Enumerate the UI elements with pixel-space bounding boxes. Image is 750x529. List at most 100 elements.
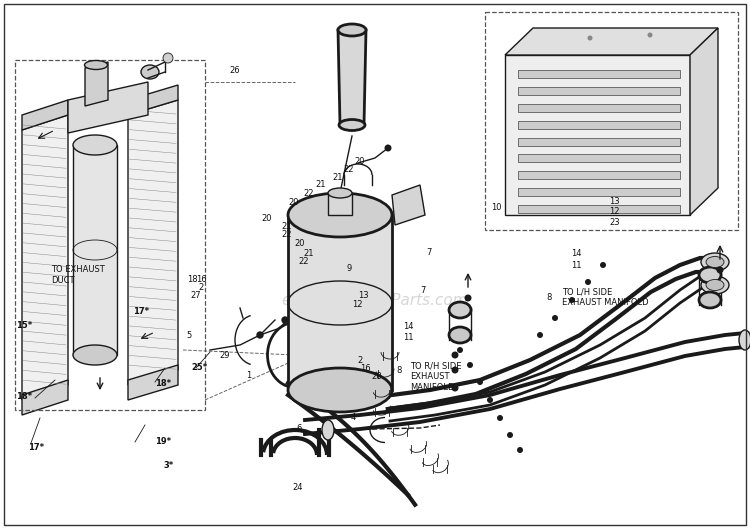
Circle shape (569, 297, 575, 303)
Circle shape (452, 367, 458, 373)
Circle shape (452, 385, 458, 391)
Text: 10: 10 (491, 203, 502, 212)
Polygon shape (518, 205, 680, 213)
Text: 18*: 18* (16, 392, 33, 402)
Text: 8: 8 (546, 293, 551, 302)
Polygon shape (518, 104, 680, 112)
Polygon shape (518, 171, 680, 179)
Ellipse shape (322, 420, 334, 440)
Polygon shape (22, 380, 68, 415)
Text: 23: 23 (609, 217, 619, 227)
Text: 29: 29 (220, 351, 230, 360)
Polygon shape (128, 85, 178, 115)
Polygon shape (73, 145, 117, 355)
Ellipse shape (339, 120, 365, 131)
Polygon shape (505, 28, 718, 55)
Ellipse shape (328, 188, 352, 198)
Ellipse shape (73, 345, 117, 365)
Text: 12: 12 (352, 299, 363, 309)
Ellipse shape (699, 267, 721, 283)
Polygon shape (288, 215, 392, 390)
Circle shape (600, 262, 606, 268)
Text: 20: 20 (354, 157, 364, 167)
Text: 22: 22 (304, 189, 314, 198)
Polygon shape (85, 62, 108, 106)
Text: eReplacementParts.com: eReplacementParts.com (282, 293, 468, 307)
Ellipse shape (338, 24, 366, 36)
Polygon shape (518, 188, 680, 196)
Circle shape (257, 332, 263, 338)
Ellipse shape (701, 253, 729, 271)
Text: 24: 24 (292, 483, 303, 492)
Text: 14: 14 (572, 249, 582, 259)
Polygon shape (68, 82, 148, 133)
Polygon shape (392, 185, 425, 225)
Polygon shape (518, 154, 680, 162)
Circle shape (552, 315, 558, 321)
Circle shape (537, 332, 543, 338)
Ellipse shape (699, 292, 721, 308)
Circle shape (452, 351, 458, 359)
Polygon shape (128, 365, 178, 400)
Text: 4: 4 (351, 413, 356, 423)
Text: TO EXHAUST
DUCT: TO EXHAUST DUCT (51, 266, 105, 285)
Circle shape (385, 144, 392, 151)
Polygon shape (518, 121, 680, 129)
Text: 7: 7 (426, 248, 431, 258)
Circle shape (163, 53, 173, 63)
Ellipse shape (706, 279, 724, 290)
Text: 2: 2 (199, 282, 204, 292)
Text: TO R/H SIDE
EXHAUST
MANIFOLD: TO R/H SIDE EXHAUST MANIFOLD (410, 362, 462, 391)
Text: 11: 11 (403, 333, 413, 342)
Polygon shape (518, 138, 680, 145)
Text: 25*: 25* (191, 363, 208, 372)
Text: 17*: 17* (133, 306, 148, 316)
Text: 13: 13 (609, 196, 619, 206)
Text: 8: 8 (396, 366, 401, 375)
Text: 20: 20 (289, 197, 299, 207)
Circle shape (587, 35, 592, 41)
Text: 19*: 19* (155, 437, 171, 446)
Polygon shape (22, 115, 68, 400)
Text: 9: 9 (346, 264, 352, 273)
Text: 20: 20 (295, 239, 305, 249)
Text: 3*: 3* (164, 461, 174, 470)
Text: 21: 21 (281, 222, 292, 232)
Polygon shape (128, 100, 178, 385)
Text: 5: 5 (186, 331, 191, 341)
Ellipse shape (141, 65, 159, 79)
Text: 21: 21 (315, 180, 326, 189)
Circle shape (497, 415, 503, 421)
Circle shape (292, 305, 298, 311)
Polygon shape (518, 87, 680, 95)
Text: 16: 16 (360, 364, 370, 373)
Circle shape (457, 347, 463, 353)
Circle shape (282, 317, 288, 323)
Circle shape (507, 432, 513, 438)
Text: 22: 22 (298, 257, 309, 266)
Polygon shape (505, 55, 690, 215)
Text: 27: 27 (190, 290, 201, 300)
Ellipse shape (288, 193, 392, 237)
Circle shape (647, 32, 652, 38)
Ellipse shape (85, 60, 107, 69)
Text: 21: 21 (332, 172, 343, 182)
Circle shape (487, 397, 493, 403)
Text: 22: 22 (344, 165, 354, 174)
Polygon shape (518, 70, 680, 78)
Text: 2: 2 (357, 356, 362, 366)
Circle shape (464, 295, 472, 302)
Ellipse shape (449, 302, 471, 318)
Circle shape (585, 279, 591, 285)
Ellipse shape (701, 276, 729, 294)
Polygon shape (328, 193, 352, 215)
Text: 21: 21 (303, 249, 313, 258)
Circle shape (517, 447, 523, 453)
Text: 6: 6 (296, 424, 302, 433)
Text: 16: 16 (196, 275, 206, 284)
Text: 14: 14 (403, 322, 413, 332)
Ellipse shape (73, 135, 117, 155)
Text: 28: 28 (371, 372, 382, 381)
Text: 17*: 17* (28, 442, 45, 452)
Text: 26: 26 (230, 66, 240, 75)
